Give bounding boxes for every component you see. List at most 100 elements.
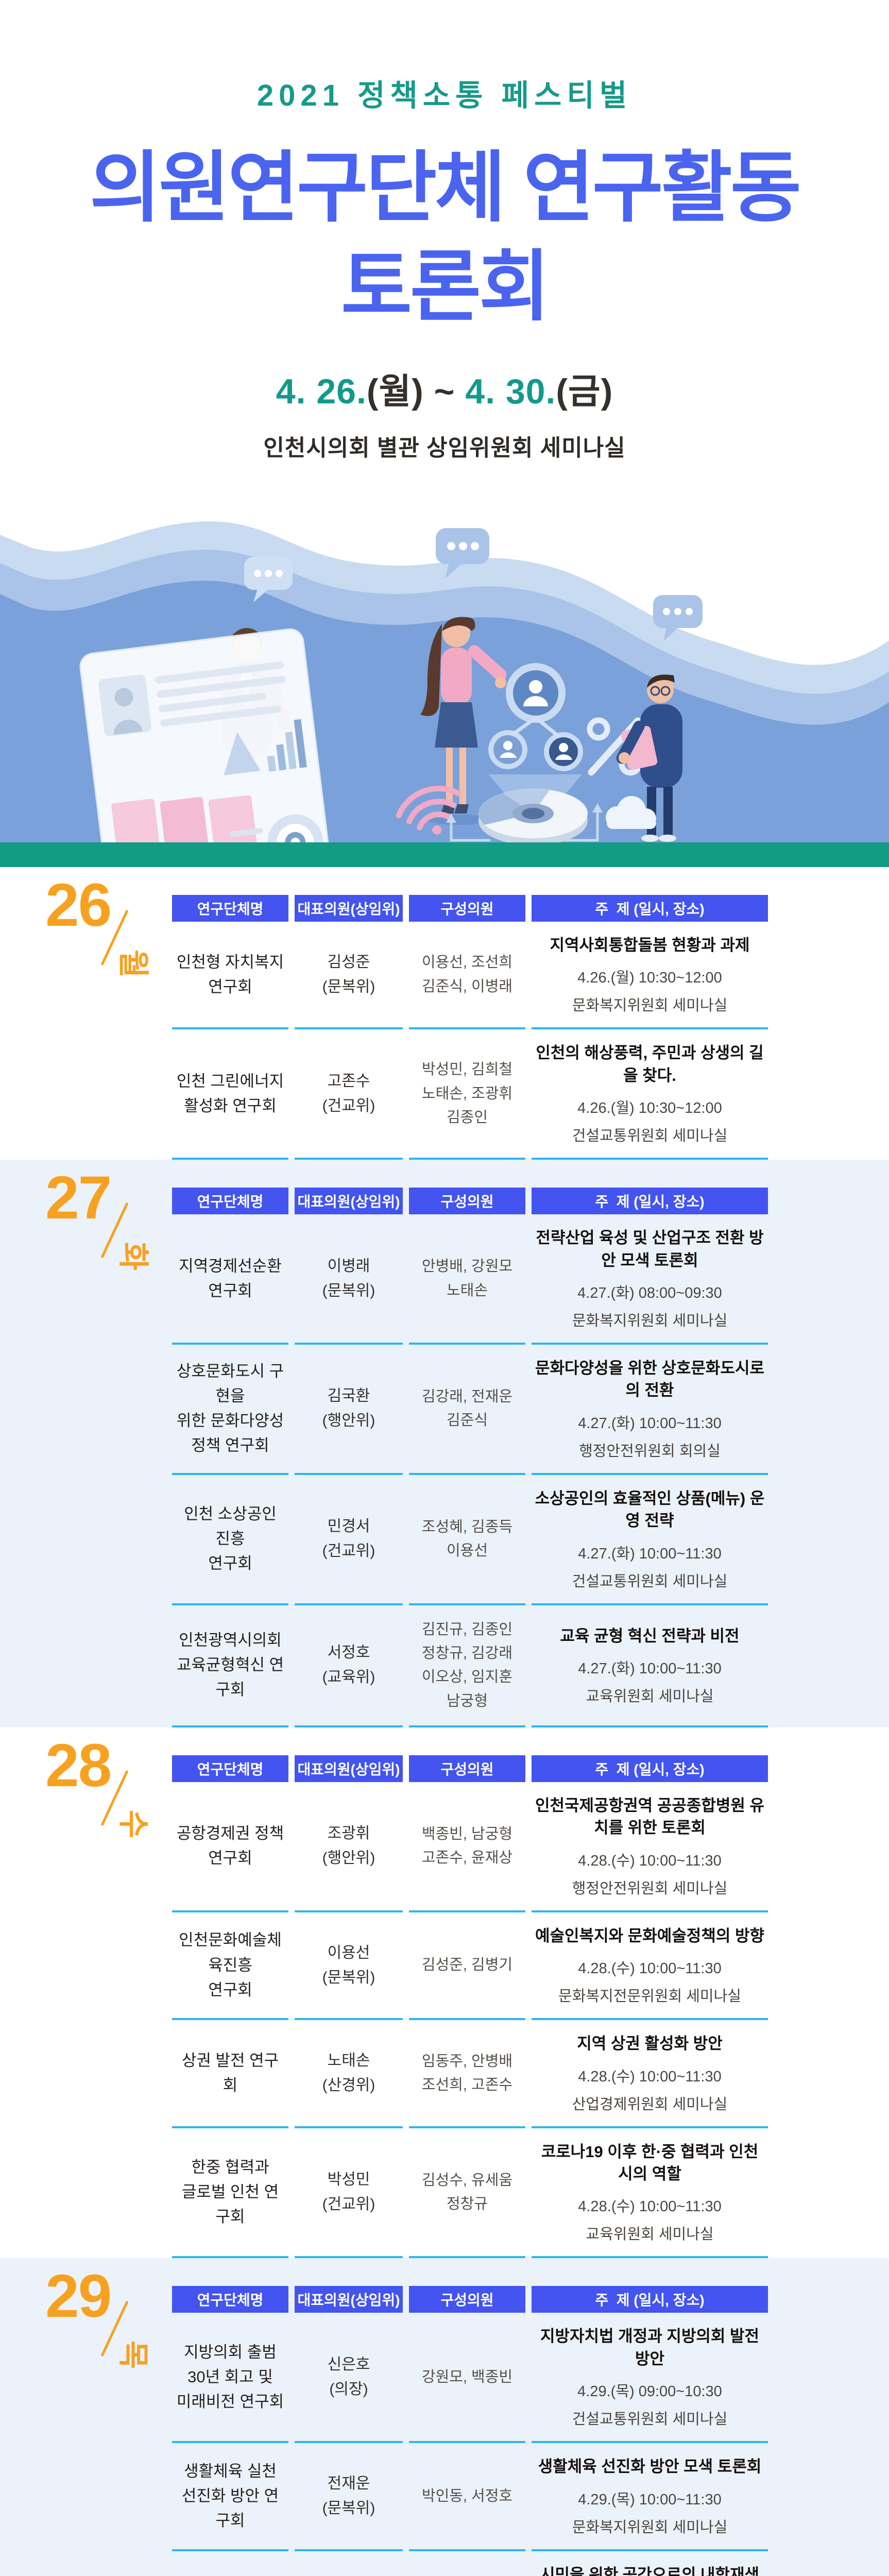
- day-label-27: 27 화: [45, 1164, 159, 1285]
- topic-title: 교육 균형 혁신 전략과 비전: [560, 1626, 740, 1645]
- dashboard-panel: [79, 628, 334, 842]
- team-name-cell: 인천 내항재생 뉴딜정책 연구회: [172, 2551, 288, 2576]
- event-venue: 인천시의회 별관 상임위원회 세미나실: [263, 435, 626, 461]
- topic-datetime: 4.28.(수) 10:00~11:30: [578, 1852, 722, 1869]
- representative-cell: 이병래 (문복위): [295, 1214, 403, 1345]
- table-header-row: 연구단체명 대표의원(상임위) 구성의원 주 제 (일시, 장소): [172, 895, 768, 922]
- members-cell: 안병배, 강원모 노태손: [409, 1214, 525, 1345]
- column-header-topic: 주 제 (일시, 장소): [532, 895, 768, 922]
- column-header-team: 연구단체명: [172, 1188, 288, 1215]
- pie-chart-icon: [478, 788, 588, 842]
- members-cell: 이용선, 조선희 김준식, 이병래: [409, 922, 525, 1030]
- members-cell: 김진규, 김종인 정창규, 김강래 이오상, 임지훈 남궁형: [409, 1605, 525, 1728]
- topic-cell: 문화다양성을 위한 상호문화도시로의 전환 4.27.(화) 10:00~11:…: [532, 1345, 768, 1475]
- topic-cell: 인천의 해상풍력, 주민과 상생의 길을 찾다. 4.26.(월) 10:30~…: [532, 1029, 768, 1160]
- team-name-cell: 인천문화예술체육진흥 연구회: [172, 1912, 288, 2021]
- representative-cell: 신은호 (의장): [295, 2313, 403, 2444]
- members-cell: 백종빈, 남궁형 고존수, 윤재상: [409, 1782, 525, 1912]
- topic-place: 문화복지위원회 세미나실: [572, 1312, 728, 1329]
- topic-datetime: 4.27.(화) 10:00~11:30: [578, 1415, 722, 1432]
- topic-title: 생활체육 선진화 방안 모색 토론회: [538, 2458, 762, 2476]
- pyramid-chart-icon: [224, 732, 261, 775]
- topic-title: 지역 상권 활성화 방안: [577, 2035, 723, 2053]
- representative-cell: 박성민 (건교위): [295, 2128, 403, 2259]
- topic-place: 건설교통위원회 세미나실: [572, 2411, 728, 2428]
- day-number: 28: [45, 1732, 112, 1800]
- column-header-topic: 주 제 (일시, 장소): [532, 1188, 768, 1215]
- person-right: [616, 674, 682, 842]
- topic-cell: 지역 상권 활성화 방안 4.28.(수) 10:00~11:30 산업경제위원…: [532, 2020, 768, 2128]
- poster-title-line1: 의원연구단체 연구활동: [90, 144, 801, 231]
- day-label-29: 29 목: [45, 2262, 159, 2384]
- team-name-cell: 상권 발전 연구회: [172, 2020, 288, 2128]
- column-header-representative: 대표의원(상임위): [295, 2286, 403, 2313]
- date-end-weekday: (금): [556, 372, 613, 411]
- cloud-icon: [606, 796, 656, 829]
- day-weekday: 월: [116, 949, 151, 978]
- topic-cell: 소상공인의 효율적인 상품(메뉴) 운영 전략 4.27.(화) 10:00~1…: [532, 1475, 768, 1605]
- table-row: 공항경제권 정책 연구회 조광휘 (행안위) 백종빈, 남궁형 고존수, 윤재상…: [172, 1782, 768, 1912]
- topic-place: 문화복지위원회 세미나실: [572, 997, 728, 1014]
- bar-chart-icon: [267, 719, 307, 772]
- topic-cell: 전략산업 육성 및 산업구조 전환 방안 모색 토론회 4.27.(화) 08:…: [532, 1214, 768, 1345]
- members-cell: 김강래, 전재운 김준식: [409, 1345, 525, 1475]
- topic-place: 건설교통위원회 세미나실: [572, 1573, 728, 1590]
- column-header-members: 구성의원: [409, 895, 525, 922]
- topic-place: 문화복지위원회 세미나실: [572, 2519, 728, 2536]
- poster-header: 2021 정책소통 페스티벌 의원연구단체 연구활동 토론회 4. 26.(월)…: [0, 0, 889, 462]
- speech-bubble-icon: [436, 528, 489, 579]
- day-section-27: 27 화 연구단체명 대표의원(상임위) 구성의원 주 제 (일시, 장소) 지…: [0, 1160, 889, 1728]
- topic-place: 산업경제위원회 세미나실: [572, 2096, 728, 2113]
- topic-datetime: 4.29.(목) 09:00~10:30: [577, 2383, 722, 2400]
- event-date-range: 4. 26.(월) ~ 4. 30.(금): [0, 363, 889, 414]
- representative-cell: 노태손 (산경위): [295, 2020, 403, 2128]
- topic-title: 문화다양성을 위한 상호문화도시로의 전환: [535, 1359, 765, 1400]
- topic-datetime: 4.27.(화) 10:00~11:30: [578, 1660, 722, 1677]
- topic-title: 소상공인의 효율적인 상품(메뉴) 운영 전략: [535, 1489, 765, 1530]
- schedule-table-28: 연구단체명 대표의원(상임위) 구성의원 주 제 (일시, 장소) 공항경제권 …: [172, 1755, 768, 2259]
- people-network-icon: [488, 663, 583, 814]
- day-weekday: 수: [116, 1809, 151, 1839]
- topic-cell: 교육 균형 혁신 전략과 비전 4.27.(화) 10:00~11:30 교육위…: [532, 1605, 768, 1728]
- table-row: 상호문화도시 구현을 위한 문화다양성 정책 연구회 김국환 (행안위) 김강래…: [172, 1345, 768, 1475]
- topic-title: 인천국제공항권역 공공종합병원 유치를 위한 토론회: [535, 1797, 765, 1837]
- day-weekday: 목: [116, 2341, 151, 2369]
- pink-card-icon: [111, 799, 160, 842]
- topic-place: 교육위원회 세미나실: [586, 2226, 714, 2243]
- team-name-cell: 인천광역시의회 교육균형혁신 연구회: [172, 1605, 288, 1728]
- topic-datetime: 4.29.(목) 10:00~11:30: [578, 2491, 722, 2508]
- representative-cell: 안병배 (산경위): [295, 2551, 403, 2576]
- representative-cell: 고존수 (건교위): [295, 1029, 403, 1160]
- representative-cell: 민경서 (건교위): [295, 1475, 403, 1605]
- topic-place: 행정안전위원회 회의실: [579, 1443, 721, 1460]
- topic-title: 시민을 위한 공간으로의 내항재생: [540, 2565, 760, 2576]
- day-number: 26: [45, 871, 112, 939]
- topic-place: 교육위원회 세미나실: [586, 1688, 714, 1705]
- table-header-row: 연구단체명 대표의원(상임위) 구성의원 주 제 (일시, 장소): [172, 1755, 768, 1783]
- topic-cell: 코로나19 이후 한·중 협력과 인천시의 역할 4.28.(수) 10:00~…: [532, 2128, 768, 2259]
- speech-bubble-icon: [653, 595, 703, 641]
- topic-datetime: 4.28.(수) 10:00~11:30: [578, 1960, 722, 1977]
- topic-title: 코로나19 이후 한·중 협력과 인천시의 역할: [541, 2142, 759, 2183]
- representative-cell: 조광휘 (행안위): [295, 1782, 403, 1912]
- column-header-members: 구성의원: [409, 1188, 525, 1215]
- representative-cell: 김국환 (행안위): [295, 1345, 403, 1475]
- topic-datetime: 4.26.(월) 10:30~12:00: [577, 970, 722, 987]
- date-start-weekday: (월): [366, 372, 424, 411]
- hero-illustration-svg: [0, 486, 889, 842]
- team-name-cell: 지역경제선순환 연구회: [172, 1214, 288, 1345]
- schedule-table-27: 연구단체명 대표의원(상임위) 구성의원 주 제 (일시, 장소) 지역경제선순…: [172, 1188, 768, 1728]
- column-header-representative: 대표의원(상임위): [295, 1188, 403, 1215]
- topic-title: 지역사회통합돌봄 현황과 과제: [550, 936, 750, 954]
- topic-cell: 인천국제공항권역 공공종합병원 유치를 위한 토론회 4.28.(수) 10:0…: [532, 1782, 768, 1912]
- topic-title: 지방자치법 개정과 지방의회 발전방안: [540, 2327, 760, 2368]
- members-cell: 박성민, 김희철 노태손, 조광휘 김종인: [409, 1029, 525, 1160]
- day-section-29: 29 목 연구단체명 대표의원(상임위) 구성의원 주 제 (일시, 장소) 지…: [0, 2258, 889, 2576]
- topic-place: 건설교통위원회 세미나실: [572, 1128, 728, 1145]
- topic-cell: 예술인복지와 문화예술정책의 방향 4.28.(수) 10:00~11:30 문…: [532, 1912, 768, 2021]
- team-name-cell: 한중 협력과 글로벌 인천 연구회: [172, 2128, 288, 2259]
- table-row: 인천 그린에너지 활성화 연구회 고존수 (건교위) 박성민, 김희철 노태손,…: [172, 1029, 768, 1160]
- table-row: 인천광역시의회 교육균형혁신 연구회 서정호 (교육위) 김진규, 김종인 정창…: [172, 1605, 768, 1728]
- day-number: 27: [45, 1164, 112, 1232]
